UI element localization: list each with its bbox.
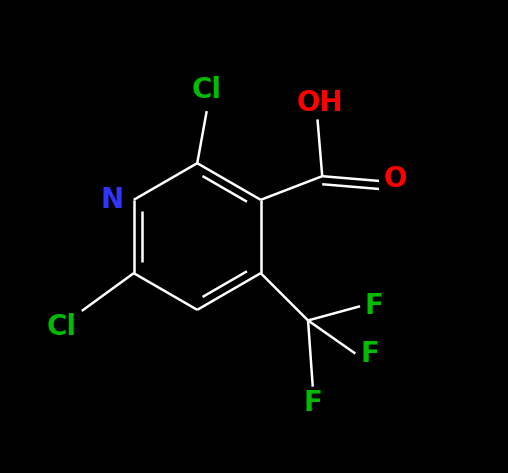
Text: O: O [384,165,407,193]
Text: OH: OH [297,89,343,117]
Text: F: F [360,340,379,368]
Text: Cl: Cl [47,314,77,342]
Text: N: N [100,186,123,214]
Text: Cl: Cl [192,76,221,104]
Text: F: F [365,292,384,320]
Text: F: F [303,389,322,417]
